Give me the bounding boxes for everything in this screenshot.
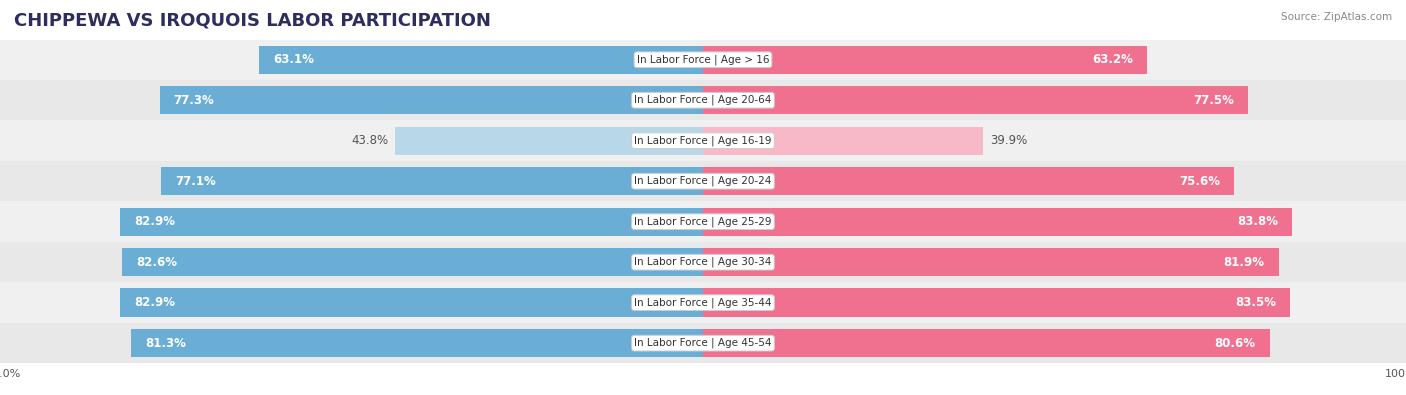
Text: In Labor Force | Age 25-29: In Labor Force | Age 25-29	[634, 216, 772, 227]
FancyBboxPatch shape	[0, 242, 1406, 282]
Text: In Labor Force | Age 30-34: In Labor Force | Age 30-34	[634, 257, 772, 267]
Bar	[703, 207, 1292, 236]
Bar	[160, 167, 703, 196]
Text: In Labor Force | Age 35-44: In Labor Force | Age 35-44	[634, 297, 772, 308]
Text: Source: ZipAtlas.com: Source: ZipAtlas.com	[1281, 12, 1392, 22]
Bar	[120, 288, 703, 317]
Text: In Labor Force | Age 20-24: In Labor Force | Age 20-24	[634, 176, 772, 186]
Text: 81.3%: 81.3%	[145, 337, 187, 350]
Text: CHIPPEWA VS IROQUOIS LABOR PARTICIPATION: CHIPPEWA VS IROQUOIS LABOR PARTICIPATION	[14, 12, 491, 30]
FancyBboxPatch shape	[0, 161, 1406, 201]
Text: 82.9%: 82.9%	[134, 296, 176, 309]
Text: 82.9%: 82.9%	[134, 215, 176, 228]
Text: 39.9%: 39.9%	[990, 134, 1028, 147]
Text: 43.8%: 43.8%	[352, 134, 388, 147]
Text: In Labor Force | Age 45-54: In Labor Force | Age 45-54	[634, 338, 772, 348]
FancyBboxPatch shape	[0, 282, 1406, 323]
Text: 82.6%: 82.6%	[136, 256, 177, 269]
Bar	[703, 86, 1249, 115]
Bar	[120, 207, 703, 236]
Bar	[395, 126, 703, 155]
Text: In Labor Force | Age 20-64: In Labor Force | Age 20-64	[634, 95, 772, 105]
Bar	[122, 248, 703, 276]
Text: In Labor Force | Age > 16: In Labor Force | Age > 16	[637, 55, 769, 65]
FancyBboxPatch shape	[0, 40, 1406, 80]
Bar	[160, 86, 703, 115]
Text: 77.3%: 77.3%	[173, 94, 214, 107]
Text: 63.1%: 63.1%	[273, 53, 315, 66]
Bar	[703, 329, 1270, 357]
Text: 83.8%: 83.8%	[1237, 215, 1278, 228]
Text: In Labor Force | Age 16-19: In Labor Force | Age 16-19	[634, 135, 772, 146]
FancyBboxPatch shape	[0, 120, 1406, 161]
Text: 83.5%: 83.5%	[1234, 296, 1277, 309]
Text: 81.9%: 81.9%	[1223, 256, 1265, 269]
Text: 75.6%: 75.6%	[1180, 175, 1220, 188]
Text: 77.1%: 77.1%	[176, 175, 215, 188]
Text: 63.2%: 63.2%	[1092, 53, 1133, 66]
Bar	[259, 45, 703, 74]
FancyBboxPatch shape	[0, 201, 1406, 242]
Bar	[703, 167, 1234, 196]
FancyBboxPatch shape	[0, 323, 1406, 363]
Text: 80.6%: 80.6%	[1215, 337, 1256, 350]
Bar	[703, 126, 984, 155]
Bar	[703, 248, 1279, 276]
Bar	[132, 329, 703, 357]
FancyBboxPatch shape	[0, 80, 1406, 120]
Bar	[703, 288, 1291, 317]
Bar	[703, 45, 1147, 74]
Text: 77.5%: 77.5%	[1192, 94, 1234, 107]
Legend: Chippewa, Iroquois: Chippewa, Iroquois	[623, 390, 783, 395]
